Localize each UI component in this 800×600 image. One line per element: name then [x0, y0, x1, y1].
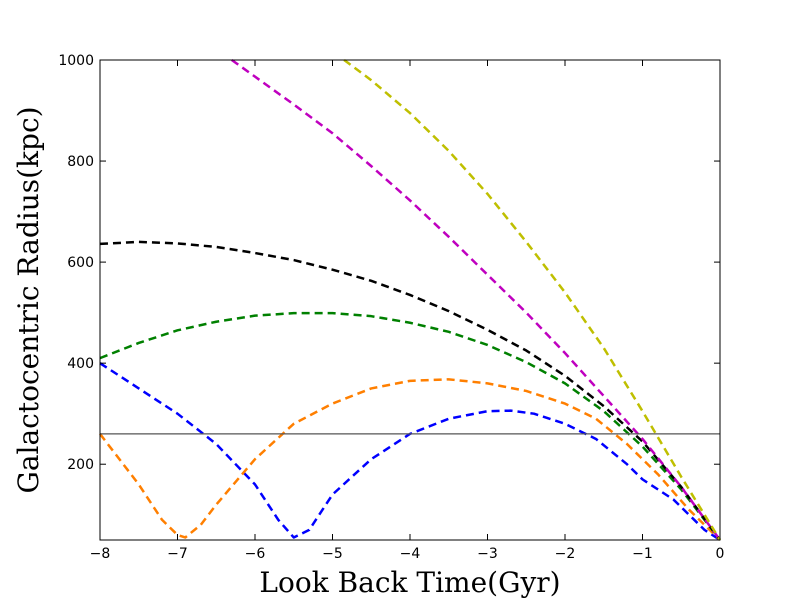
y-tick-label: 600 [67, 255, 94, 271]
x-tick-label: −7 [167, 546, 188, 562]
x-tick-label: −5 [322, 546, 343, 562]
x-axis-label: Look Back Time(Gyr) [259, 566, 560, 599]
series-line-5 [231, 58, 722, 541]
y-tick-label: 200 [67, 457, 94, 473]
x-tick-label: 0 [716, 546, 725, 562]
series-layer [99, 58, 722, 542]
y-tick-label: 1000 [58, 53, 94, 69]
x-tick-label: −8 [90, 546, 111, 562]
ticks-layer [99, 59, 721, 540]
plot-area [100, 60, 720, 540]
x-tick-label: −3 [477, 546, 498, 562]
x-tick-label: −1 [632, 546, 653, 562]
series-line-6 [343, 58, 722, 541]
y-tick-label: 800 [67, 154, 94, 170]
series-line-3 [99, 311, 721, 541]
x-tick-label: −6 [245, 546, 266, 562]
x-tick-label: −4 [400, 546, 421, 562]
series-line-2 [99, 378, 721, 541]
series-line-1 [99, 362, 721, 542]
y-axis-label: Galactocentric Radius(kpc) [12, 106, 45, 493]
y-tick-label: 400 [67, 356, 94, 372]
tick-labels-layer: −8 −7 −6 −5 −4 −3 −2 −1 0 200 400 600 800 1000 [58, 53, 724, 562]
x-tick-label: −2 [555, 546, 576, 562]
series-line-4 [99, 240, 722, 541]
